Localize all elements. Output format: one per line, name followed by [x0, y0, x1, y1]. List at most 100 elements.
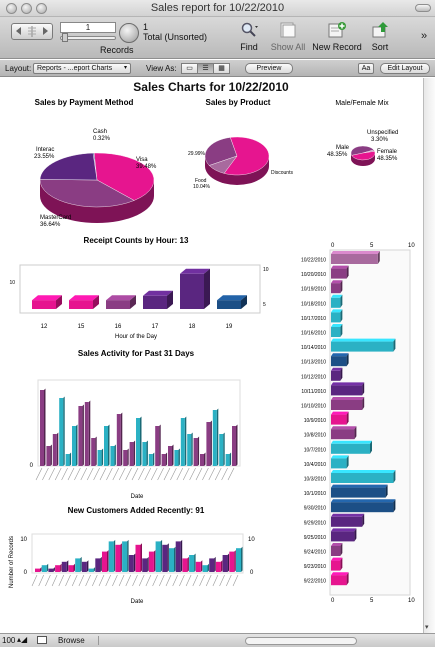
bar	[142, 558, 148, 572]
bar-side	[184, 416, 187, 466]
y-tick-left: 10	[9, 280, 15, 286]
text-formatting-button[interactable]: Aa	[358, 63, 374, 74]
y-tick-label: 10/13/2010	[301, 360, 326, 366]
x-tick-label	[71, 574, 78, 587]
scroll-down-arrow-icon[interactable]: ▾	[425, 624, 429, 631]
x-tick-label	[54, 467, 62, 481]
y-tick-label: 10/8/2010	[304, 433, 326, 439]
layout-popup[interactable]: Reports - ...eport Charts ▾	[33, 63, 131, 74]
bar-side	[80, 556, 82, 572]
bar	[75, 558, 81, 572]
mode-popup[interactable]: Browse	[58, 636, 85, 645]
bar	[212, 410, 217, 466]
y-tick-label: 10/9/2010	[304, 418, 326, 424]
bar-top	[331, 484, 388, 488]
bar-side	[160, 539, 163, 572]
bar-side	[234, 550, 236, 572]
bar	[110, 446, 115, 466]
bar-top	[331, 470, 396, 473]
slice-label-male: Male	[336, 145, 350, 151]
find-button[interactable]: Find	[236, 22, 262, 52]
bar-top	[331, 251, 380, 254]
bar	[148, 551, 154, 572]
toolbar-overflow-button[interactable]: »	[421, 30, 428, 42]
list-view-icon: ☰	[202, 65, 209, 72]
bar-side	[346, 265, 349, 279]
x-tick-label	[58, 574, 65, 587]
bar-side	[130, 295, 136, 309]
bar	[52, 434, 57, 466]
view-as-form-button[interactable]: ▭	[181, 63, 198, 74]
preview-button[interactable]: Preview	[245, 63, 293, 74]
show-all-button[interactable]: Show All	[268, 22, 308, 52]
bar	[189, 555, 195, 572]
x-tick-label	[99, 467, 107, 481]
records-label: Records	[100, 45, 134, 55]
x-tick-label	[98, 574, 105, 587]
bar	[46, 446, 51, 466]
bar-side	[340, 557, 343, 571]
bar	[202, 565, 208, 572]
y-tick-label: 10/19/2010	[301, 287, 326, 293]
bar-top	[69, 295, 99, 301]
bar	[106, 300, 130, 309]
x-tick-label	[45, 574, 51, 587]
status-bar: 100 ▴◢ Browse	[0, 633, 435, 647]
toolbar-toggle-button[interactable]	[415, 4, 431, 12]
edit-layout-button[interactable]: Edit Layout	[380, 63, 430, 74]
zoom-window-button[interactable]	[36, 3, 47, 14]
bar-side	[140, 543, 142, 572]
x-tick-label	[61, 467, 68, 481]
bar-side	[204, 268, 210, 309]
bar-side	[56, 432, 59, 466]
pie-slice	[351, 151, 376, 161]
x-tick-label	[163, 467, 171, 481]
zoom-controls-icon[interactable]: ▴◢	[17, 635, 28, 644]
y-tick-label: 10/3/2010	[304, 477, 326, 483]
zoom-level[interactable]: 100	[2, 636, 16, 645]
x-tick-label	[214, 467, 222, 481]
sort-button[interactable]: Sort	[368, 22, 392, 52]
current-record-field[interactable]: 1	[60, 22, 116, 33]
bar	[35, 568, 40, 572]
bar	[175, 541, 181, 572]
bar	[232, 426, 236, 466]
bar	[200, 454, 204, 466]
record-slider[interactable]	[60, 36, 116, 40]
horizontal-scrollbar[interactable]	[245, 637, 357, 645]
view-as-table-button[interactable]: ▦	[213, 63, 230, 74]
vertical-scrollbar[interactable]: ▾	[423, 78, 435, 633]
y-tick-label: 10/12/2010	[301, 374, 326, 380]
bar-side	[362, 397, 365, 410]
bar-side	[153, 550, 156, 572]
bar-side	[172, 444, 174, 466]
new-record-button[interactable]: New Record	[311, 22, 363, 52]
y-tick-left-top: 10	[20, 537, 27, 543]
view-as-list-button[interactable]: ☰	[197, 63, 214, 74]
x-tick-label	[93, 467, 100, 481]
x-tick-label	[125, 574, 132, 587]
bar	[193, 438, 198, 466]
book-navigator[interactable]	[11, 23, 53, 40]
bar	[331, 283, 341, 294]
bar	[135, 544, 141, 572]
bar	[32, 300, 56, 309]
x-tick-label	[227, 467, 235, 481]
y-tick-label: 9/29/2010	[304, 520, 326, 526]
table-view-icon: ▦	[218, 65, 225, 72]
toggle-status-toolbar-icon[interactable]	[37, 636, 47, 644]
minimize-window-button[interactable]	[21, 3, 32, 14]
bar	[180, 273, 204, 309]
close-window-button[interactable]	[6, 3, 17, 14]
popup-arrow-icon: ▾	[123, 65, 127, 71]
pie-slice	[350, 145, 375, 156]
bar	[136, 418, 140, 466]
y-tick-label: 10/1/2010	[304, 491, 326, 497]
record-slider-knob[interactable]	[62, 33, 68, 42]
bar-top	[180, 268, 210, 274]
bar	[331, 516, 363, 527]
x-tick-label	[202, 467, 209, 481]
bar-side	[204, 452, 206, 466]
y-tick-label: 10/17/2010	[301, 316, 326, 322]
bar-side	[187, 556, 189, 572]
